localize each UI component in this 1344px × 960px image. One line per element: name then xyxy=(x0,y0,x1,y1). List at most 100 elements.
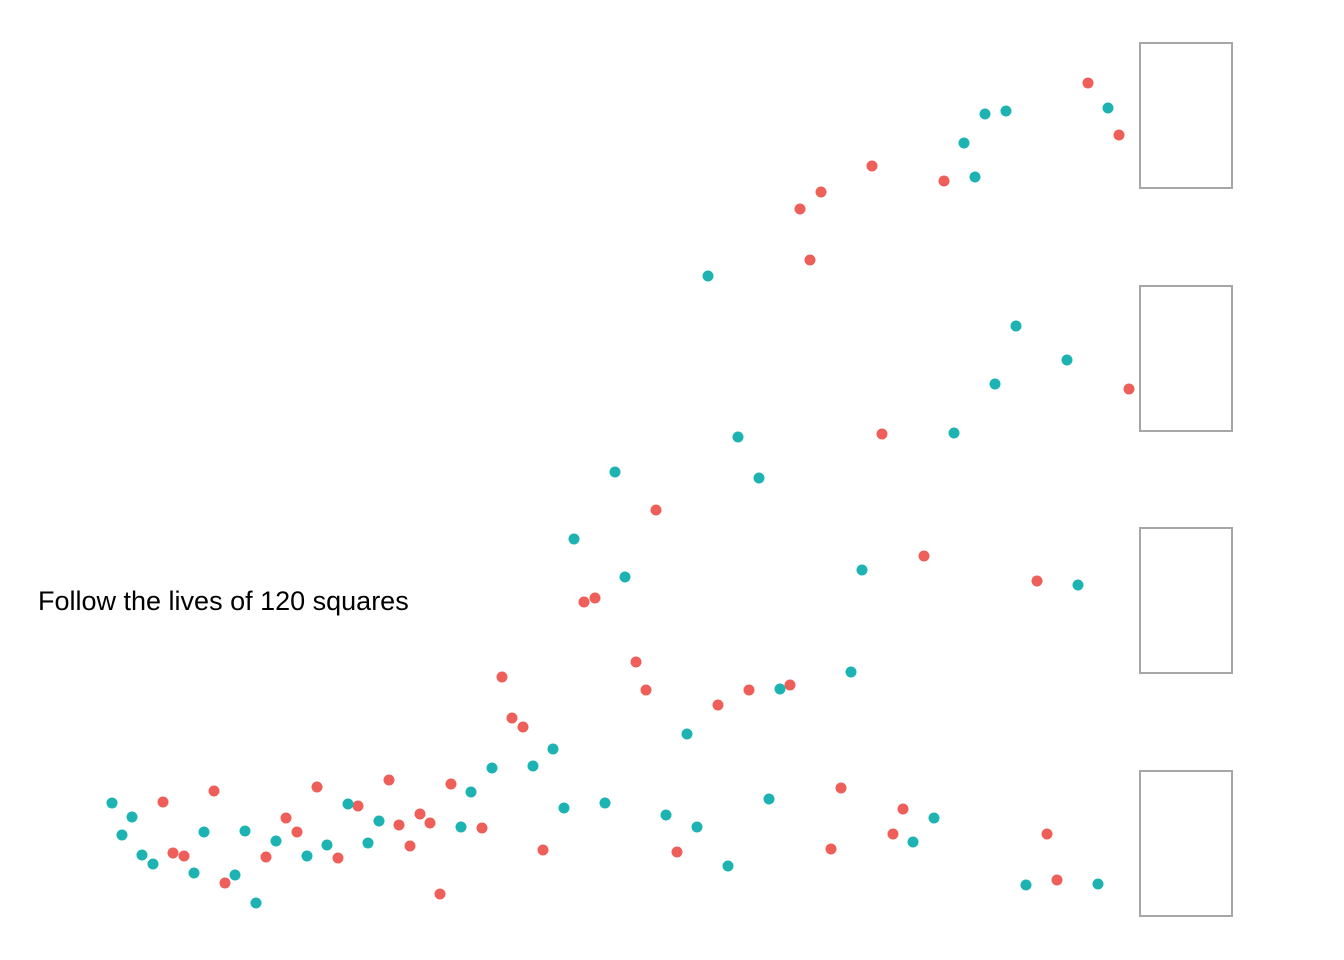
data-point-red xyxy=(876,428,888,440)
data-point-red xyxy=(219,877,231,889)
data-point-red xyxy=(424,817,436,829)
group-box-2 xyxy=(1139,285,1233,432)
data-point-teal xyxy=(270,835,282,847)
data-point-red xyxy=(404,840,416,852)
data-point-teal xyxy=(198,826,210,838)
data-point-red xyxy=(260,851,272,863)
data-point-teal xyxy=(568,533,580,545)
data-point-red xyxy=(506,712,518,724)
data-point-red xyxy=(517,721,529,733)
data-point-red xyxy=(589,592,601,604)
data-point-red xyxy=(537,844,549,856)
group-box-1 xyxy=(1139,42,1233,189)
data-point-red xyxy=(784,679,796,691)
data-point-red xyxy=(1051,874,1063,886)
data-point-red xyxy=(835,782,847,794)
data-point-teal xyxy=(928,812,940,824)
data-point-red xyxy=(157,796,169,808)
data-point-teal xyxy=(907,836,919,848)
data-point-teal xyxy=(1010,320,1022,332)
data-point-teal xyxy=(732,431,744,443)
data-point-teal xyxy=(681,728,693,740)
data-point-teal xyxy=(342,798,354,810)
data-point-teal xyxy=(1072,579,1084,591)
data-point-red xyxy=(496,671,508,683)
caption-text: Follow the lives of 120 squares xyxy=(38,586,409,616)
data-point-red xyxy=(1041,828,1053,840)
data-point-teal xyxy=(373,815,385,827)
data-point-teal xyxy=(136,849,148,861)
data-point-teal xyxy=(1061,354,1073,366)
data-point-teal xyxy=(527,760,539,772)
data-point-teal xyxy=(856,564,868,576)
data-point-teal xyxy=(722,860,734,872)
data-point-red xyxy=(1113,129,1125,141)
data-point-red xyxy=(650,504,662,516)
data-point-red xyxy=(918,550,930,562)
data-point-teal xyxy=(486,762,498,774)
data-point-red xyxy=(178,850,190,862)
data-point-teal xyxy=(301,850,313,862)
data-point-red xyxy=(804,254,816,266)
data-point-teal xyxy=(147,858,159,870)
data-point-teal xyxy=(845,666,857,678)
data-point-red xyxy=(794,203,806,215)
data-point-teal xyxy=(250,897,262,909)
data-point-red xyxy=(393,819,405,831)
data-point-teal xyxy=(362,837,374,849)
data-point-red xyxy=(866,160,878,172)
data-point-red xyxy=(311,781,323,793)
data-point-teal xyxy=(989,378,1001,390)
data-point-teal xyxy=(979,108,991,120)
data-point-teal xyxy=(465,786,477,798)
data-point-red xyxy=(671,846,683,858)
data-point-red xyxy=(1031,575,1043,587)
data-point-red xyxy=(897,803,909,815)
data-point-teal xyxy=(619,571,631,583)
data-point-teal xyxy=(239,825,251,837)
data-point-red xyxy=(208,785,220,797)
data-point-red xyxy=(887,828,899,840)
data-point-teal xyxy=(1000,105,1012,117)
data-point-red xyxy=(414,808,426,820)
data-point-red xyxy=(1123,383,1135,395)
data-point-red xyxy=(938,175,950,187)
data-point-teal xyxy=(774,683,786,695)
data-point-red xyxy=(578,596,590,608)
data-point-red xyxy=(280,812,292,824)
data-point-teal xyxy=(1102,102,1114,114)
data-point-teal xyxy=(106,797,118,809)
data-point-teal xyxy=(455,821,467,833)
data-point-teal xyxy=(547,743,559,755)
group-boxes xyxy=(1139,42,1233,917)
data-point-red xyxy=(383,774,395,786)
data-point-red xyxy=(167,847,179,859)
data-point-red xyxy=(476,822,488,834)
data-point-teal xyxy=(599,797,611,809)
data-point-teal xyxy=(229,869,241,881)
data-point-red xyxy=(825,843,837,855)
data-point-teal xyxy=(702,270,714,282)
data-point-teal xyxy=(558,802,570,814)
data-point-red xyxy=(743,684,755,696)
data-point-red xyxy=(815,186,827,198)
data-point-teal xyxy=(126,811,138,823)
data-point-red xyxy=(640,684,652,696)
data-point-teal xyxy=(969,171,981,183)
data-point-teal xyxy=(948,427,960,439)
data-point-red xyxy=(630,656,642,668)
data-point-teal xyxy=(1020,879,1032,891)
data-point-red xyxy=(445,778,457,790)
data-point-red xyxy=(1082,77,1094,89)
data-point-teal xyxy=(321,839,333,851)
data-point-red xyxy=(291,826,303,838)
data-point-teal xyxy=(763,793,775,805)
scatter-points xyxy=(106,77,1135,909)
data-point-red xyxy=(434,888,446,900)
group-box-4 xyxy=(1139,770,1233,917)
data-point-teal xyxy=(691,821,703,833)
data-point-teal xyxy=(660,809,672,821)
data-point-teal xyxy=(188,867,200,879)
data-point-teal xyxy=(1092,878,1104,890)
